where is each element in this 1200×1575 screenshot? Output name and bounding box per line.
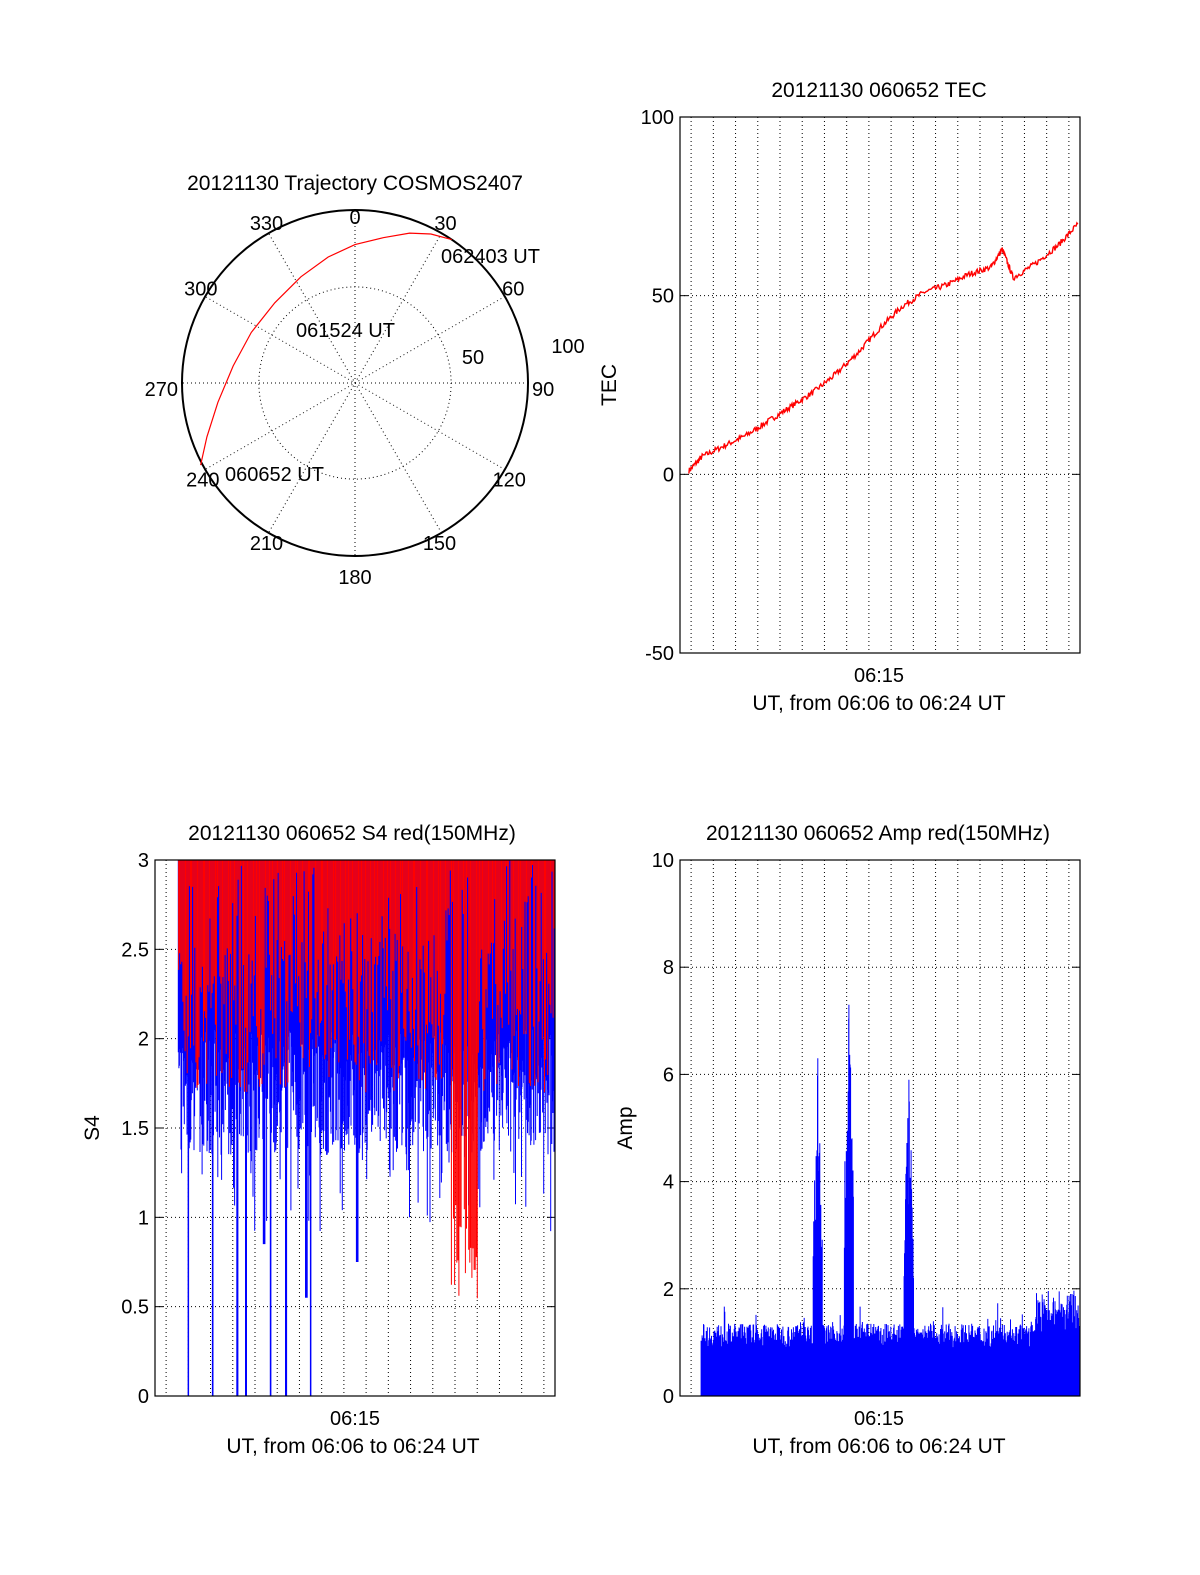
y-tick-label: 0.5: [121, 1297, 149, 1319]
amp-title: 20121130 060652 Amp red(150MHz): [706, 822, 1050, 845]
polar-angle-label-180: 180: [338, 567, 371, 589]
s4-y-tick-labels: 0 0.5 1 1.5 2 2.5 3: [121, 850, 149, 1408]
polar-outer-circle: [181, 209, 529, 557]
s4-panel: 20121130 060652 S4 red(150MHz) 0 0.5 1 1.5 2…: [81, 822, 556, 1458]
y-tick-label: 100: [641, 107, 674, 129]
y-tick-label: 8: [663, 957, 674, 979]
s4-x-tick-label: 06:15: [330, 1408, 380, 1430]
polar-angle-label-270: 270: [145, 379, 178, 401]
polar-angle-label-210: 210: [250, 533, 283, 555]
polar-angle-label-150: 150: [423, 533, 456, 555]
y-tick-label: 4: [663, 1172, 674, 1194]
amp-plot-frame: [679, 859, 1081, 1397]
polar-spoke: [268, 232, 442, 534]
amp-blue-series: [700, 1004, 1080, 1396]
polar-angle-label-120: 120: [493, 470, 526, 492]
amp-y-tick-labels: 0 2 4 6 8 10: [652, 850, 674, 1408]
polar-angle-label-300: 300: [184, 279, 217, 301]
polar-title: 20121130 Trajectory COSMOS2407: [187, 172, 523, 195]
polar-radius-label-100: 100: [551, 336, 584, 358]
y-tick-label: 2: [663, 1279, 674, 1301]
y-tick-label: 3: [138, 850, 149, 872]
tec-x-axis-label: UT, from 06:06 to 06:24 UT: [752, 692, 1005, 715]
polar-angle-label-30: 30: [434, 213, 456, 235]
tec-plot-frame: [679, 116, 1081, 654]
polar-trajectory-line: [200, 232, 452, 466]
s4-title: 20121130 060652 S4 red(150MHz): [188, 822, 516, 845]
y-tick-label: 1.5: [121, 1118, 149, 1140]
y-tick-label: 10: [652, 850, 674, 872]
y-tick-label: 0: [138, 1386, 149, 1408]
tec-panel: 20121130 060652 TEC -50 0 50 100 06:15 UT, …: [598, 79, 1081, 715]
tec-y-axis-label: TEC: [598, 364, 621, 406]
tec-y-tick-labels: -50 0 50 100: [641, 107, 674, 665]
polar-angle-label-330: 330: [250, 213, 283, 235]
y-tick-label: 2: [138, 1029, 149, 1051]
y-tick-label: -50: [645, 643, 674, 665]
polar-grid: [182, 210, 528, 556]
y-tick-label: 1: [138, 1207, 149, 1229]
s4-x-axis-label: UT, from 06:06 to 06:24 UT: [226, 1435, 479, 1458]
y-tick-label: 6: [663, 1064, 674, 1086]
y-tick-label: 2.5: [121, 939, 149, 961]
amp-panel: 20121130 060652 Amp red(150MHz) 0246810 …: [614, 822, 1081, 1458]
amp-x-axis-label: UT, from 06:06 to 06:24 UT: [752, 1435, 1005, 1458]
annotation-mid-time: 061524 UT: [296, 320, 395, 342]
y-tick-label: 0: [663, 464, 674, 486]
tec-series-line: [688, 221, 1079, 474]
annotation-end-time: 062403 UT: [441, 246, 540, 268]
amp-grid: [680, 859, 1080, 1397]
amp-x-tick-label: 06:15: [854, 1408, 904, 1430]
polar-angle-label-240: 240: [186, 470, 219, 492]
s4-y-axis-label: S4: [81, 1115, 104, 1141]
y-tick-label: 50: [652, 286, 674, 308]
polar-panel: 20121130 Trajectory COSMOS2407 0 30 60 90 12…: [145, 172, 585, 589]
tec-grid: [680, 116, 1080, 654]
s4-red-series-line: [178, 860, 555, 1299]
s4-plot-frame: [154, 859, 556, 1397]
tec-title: 20121130 060652 TEC: [771, 79, 986, 102]
tec-x-tick-label: 06:15: [854, 665, 904, 687]
polar-angle-label-0: 0: [349, 207, 360, 229]
polar-angle-label-90: 90: [532, 379, 554, 401]
y-tick-label: 0: [663, 1386, 674, 1408]
amp-y-axis-label: Amp: [614, 1106, 637, 1149]
annotation-start-time: 060652 UT: [225, 464, 324, 486]
polar-angle-label-60: 60: [502, 279, 524, 301]
polar-angle-labels: 0 30 60 90 120 150 180 210 240 270 300 330: [145, 207, 555, 589]
polar-radius-label-50: 50: [462, 347, 484, 369]
